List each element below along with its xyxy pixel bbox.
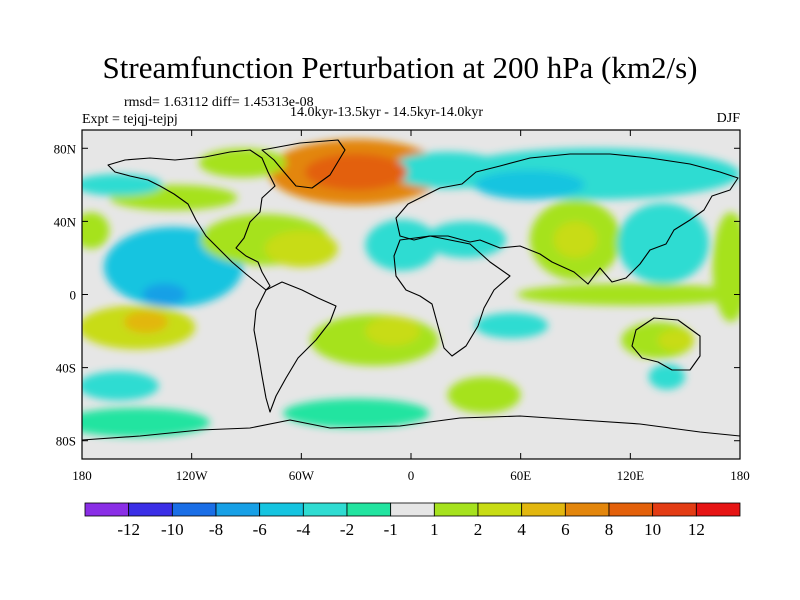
- colorbar-label-5: -2: [340, 520, 354, 539]
- anomaly-region-11: [283, 398, 430, 428]
- anomaly-region-31: [657, 329, 695, 352]
- colorbar-label-1: -10: [161, 520, 184, 539]
- colorbar-label-11: 8: [605, 520, 614, 539]
- x-tick-label-5: 120E: [617, 468, 645, 483]
- colorbar-swatch-0: [84, 502, 130, 517]
- anomaly-region-10: [82, 407, 210, 438]
- chart-title: Streamfunction Perturbation at 200 hPa (…: [102, 50, 698, 85]
- axes: 180 120W 60W 0 60E 120E 180 80N 40N 0 40S 80S: [54, 129, 750, 483]
- x-tick-label-2: 60W: [289, 468, 315, 483]
- colorbar-swatch-9: [477, 502, 523, 517]
- period-label: 14.0kyr-13.5kyr - 14.5kyr-14.0kyr: [290, 105, 484, 120]
- colorbar-label-0: -12: [117, 520, 140, 539]
- coast-africa: [393, 235, 511, 357]
- anomaly-region-20: [447, 376, 521, 414]
- colorbar-swatch-13: [652, 502, 697, 517]
- y-tick-label-1: 40N: [54, 214, 77, 229]
- colorbar-label-12: 10: [644, 520, 661, 539]
- coast-australia: [631, 317, 701, 371]
- anomaly-region-9: [389, 151, 507, 189]
- anomaly-region-14: [365, 219, 439, 271]
- colorbar: -12 -10 -8 -6 -4 -2 -1 1 2 4 6 8 10 12: [84, 502, 741, 539]
- x-tick-label-6: 180: [730, 468, 750, 483]
- coast-north-america: [107, 149, 276, 291]
- y-tick-label-4: 80S: [56, 434, 76, 449]
- colorbar-swatch-11: [564, 502, 610, 517]
- anomaly-region-12: [712, 212, 740, 322]
- colorbar-label-2: -8: [209, 520, 223, 539]
- colorbar-swatch-7: [390, 502, 435, 517]
- y-tick-label-2: 0: [70, 288, 77, 303]
- x-tick-label-4: 60E: [510, 468, 531, 483]
- anomaly-region-27: [82, 212, 110, 249]
- anomaly-region-16: [474, 170, 585, 200]
- colorbar-label-13: 12: [688, 520, 705, 539]
- colorbar-swatch-14: [695, 502, 741, 517]
- colorbar-swatch-5: [302, 502, 348, 517]
- stats-text: rmsd= 1.63112 diff= 1.45313e-08: [124, 95, 314, 110]
- y-tick-label-0: 80N: [54, 141, 77, 156]
- colorbar-label-8: 2: [474, 520, 483, 539]
- anomaly-region-30: [648, 363, 686, 390]
- colorbar-label-4: -4: [296, 520, 311, 539]
- colorbar-swatch-6: [346, 502, 392, 517]
- anomaly-region-28: [142, 283, 187, 306]
- coast-eurasia: [395, 153, 739, 285]
- anomaly-region-22: [82, 371, 159, 401]
- anomaly-region-18: [264, 230, 338, 268]
- coast-south-america: [253, 281, 337, 413]
- anomaly-region-26: [365, 316, 421, 346]
- coast-greenland: [261, 139, 346, 189]
- colorbar-swatch-10: [521, 502, 566, 517]
- anomaly-region-4: [617, 203, 709, 284]
- colorbar-swatch-1: [128, 502, 173, 517]
- anomaly-region-21: [198, 148, 287, 178]
- anomaly-region-13: [304, 153, 408, 191]
- colorbar-swatch-4: [259, 502, 304, 517]
- x-tick-label-1: 120W: [176, 468, 209, 483]
- x-tick-label-0: 180: [72, 468, 92, 483]
- experiment-label: Expt = tejqj-tejpj: [82, 112, 178, 127]
- colorbar-label-9: 4: [517, 520, 526, 539]
- anomaly-region-24: [474, 312, 549, 339]
- colorbar-label-6: -1: [384, 520, 398, 539]
- colorbar-label-7: 1: [430, 520, 439, 539]
- anomaly-region-29: [124, 310, 168, 333]
- colorbar-swatch-8: [433, 502, 479, 517]
- colorbar-swatch-3: [215, 502, 261, 517]
- anomaly-region-23: [82, 173, 163, 196]
- colorbar-label-10: 6: [561, 520, 570, 539]
- x-tick-label-3: 0: [408, 468, 415, 483]
- coastlines: [82, 139, 740, 441]
- season-label: DJF: [716, 111, 740, 126]
- colorbar-swatch-2: [171, 502, 217, 517]
- anomaly-region-25: [553, 221, 598, 258]
- colorbar-swatch-12: [608, 502, 654, 517]
- y-tick-label-3: 40S: [56, 361, 76, 376]
- anomaly-region-8: [517, 283, 740, 306]
- colorbar-label-3: -6: [253, 520, 267, 539]
- anomaly-region-17: [425, 221, 507, 258]
- coast-antarctica: [82, 415, 740, 441]
